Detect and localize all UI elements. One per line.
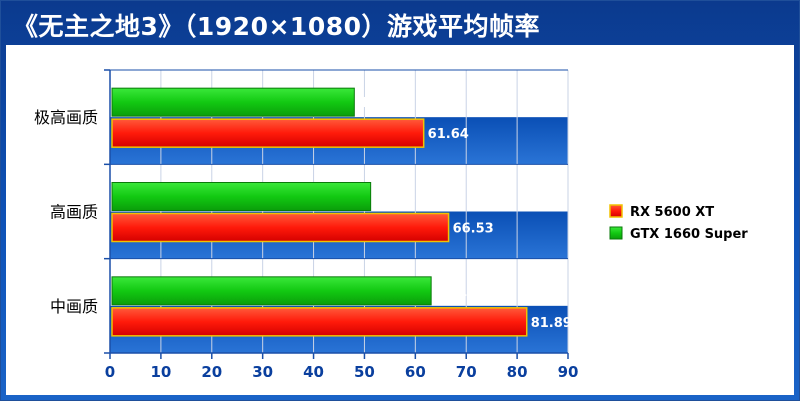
data-label: 63.11 xyxy=(435,285,476,300)
x-tick-label: 0 xyxy=(105,363,115,381)
x-tick-label: 50 xyxy=(354,363,375,381)
data-label: 51.22 xyxy=(375,191,416,206)
bar-gtx-1660-super xyxy=(111,87,355,117)
data-label: 48.01 xyxy=(358,96,399,111)
x-tick-label: 40 xyxy=(303,363,324,381)
legend-swatch-rx-5600-xt xyxy=(609,204,623,218)
bar-rx-5600-xt xyxy=(111,212,450,243)
category-label: 极高画质 xyxy=(34,108,98,127)
data-label: 61.64 xyxy=(428,127,469,142)
category-label: 中画质 xyxy=(50,297,98,316)
legend-label: GTX 1660 Super xyxy=(630,227,748,242)
x-tick-label: 60 xyxy=(405,363,426,381)
chart-title: 《无主之地3》（1920×1080）游戏平均帧率 xyxy=(13,12,541,41)
legend-label: RX 5600 XT xyxy=(630,205,714,220)
plot-area: 0 10 20 30 40 50 60 70 80 90 极高画质高画质中画质 48.01 61.64… xyxy=(6,45,794,395)
x-tick-label: 20 xyxy=(201,363,222,381)
bar-rx-5600-xt xyxy=(111,307,528,337)
category-label: 高画质 xyxy=(50,203,98,222)
x-tick-label: 10 xyxy=(150,363,171,381)
bar-gtx-1660-super xyxy=(111,276,432,306)
x-tick-label: 30 xyxy=(252,363,273,381)
legend-swatch-gtx-1660-super xyxy=(609,226,623,240)
data-label: 81.89 xyxy=(531,316,572,331)
x-tick-label: 90 xyxy=(558,363,579,381)
bar-gtx-1660-super xyxy=(111,182,372,211)
bar-rx-5600-xt xyxy=(111,118,425,148)
data-label: 66.53 xyxy=(453,222,494,237)
x-tick-label: 80 xyxy=(507,363,528,381)
x-tick-label: 70 xyxy=(456,363,477,381)
